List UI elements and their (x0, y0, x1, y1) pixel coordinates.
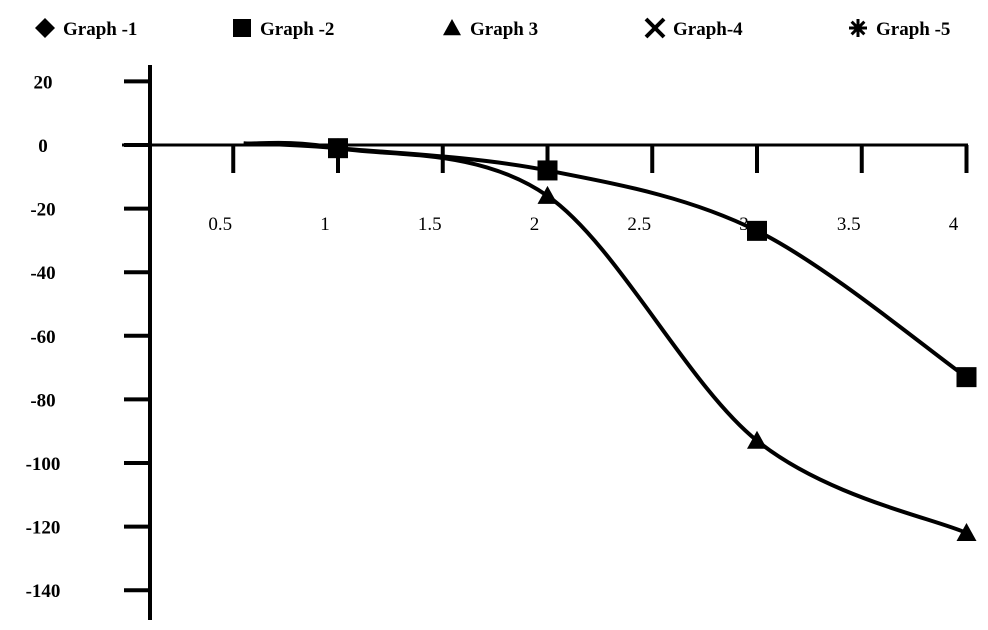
data-point (747, 430, 767, 449)
legend-triangle-icon (443, 19, 461, 36)
y-tick-label: -100 (26, 454, 61, 475)
legend-diamond-icon (35, 18, 55, 38)
legend-item: Graph 3 (443, 19, 538, 40)
data-point (328, 138, 348, 157)
series-square (243, 138, 977, 388)
legend-x-icon (644, 17, 666, 39)
x-tick-label: 3.5 (837, 214, 861, 235)
legend-item: Graph -1 (35, 18, 137, 40)
y-tick-label: 20 (34, 72, 53, 93)
x-tick-label: 4 (949, 214, 959, 235)
series-triangle (243, 138, 977, 541)
x-tick-label: 0.5 (208, 214, 232, 235)
data-point (537, 185, 558, 204)
x-tick-label: 1.5 (418, 214, 442, 235)
y-tick-label: -80 (30, 390, 55, 411)
x-tick-label: 1 (320, 214, 330, 235)
legend-asterisk-icon (849, 19, 867, 37)
legend-label: Graph -1 (63, 19, 137, 40)
data-point (956, 522, 977, 541)
x-tick-label: 2 (530, 214, 540, 235)
legend-label: Graph -5 (876, 19, 950, 40)
series-line (243, 140, 968, 535)
legend-label: Graph 3 (470, 19, 538, 40)
legend-item: Graph-4 (644, 17, 743, 40)
data-point (747, 220, 767, 241)
y-tick-label: -140 (26, 581, 61, 602)
plot-area (243, 138, 977, 541)
y-tick-label: -40 (30, 263, 55, 284)
series-line (243, 141, 968, 379)
legend-item: Graph -5 (849, 19, 950, 40)
legend-label: Graph-4 (673, 19, 743, 40)
y-tick-label: -60 (30, 327, 55, 348)
legend: Graph -1 Graph -2 Graph 3 Graph-4 Graph -5 (35, 17, 950, 40)
y-tick-label: -20 (30, 200, 55, 221)
legend-item: Graph -2 (233, 19, 334, 40)
legend-square-icon (233, 19, 251, 37)
legend-label: Graph -2 (260, 19, 334, 40)
x-tick-label: 2.5 (627, 214, 651, 235)
y-tick-label: -120 (26, 518, 61, 539)
data-point (956, 367, 977, 388)
data-point (537, 160, 558, 181)
y-tick-label: 0 (38, 136, 48, 157)
